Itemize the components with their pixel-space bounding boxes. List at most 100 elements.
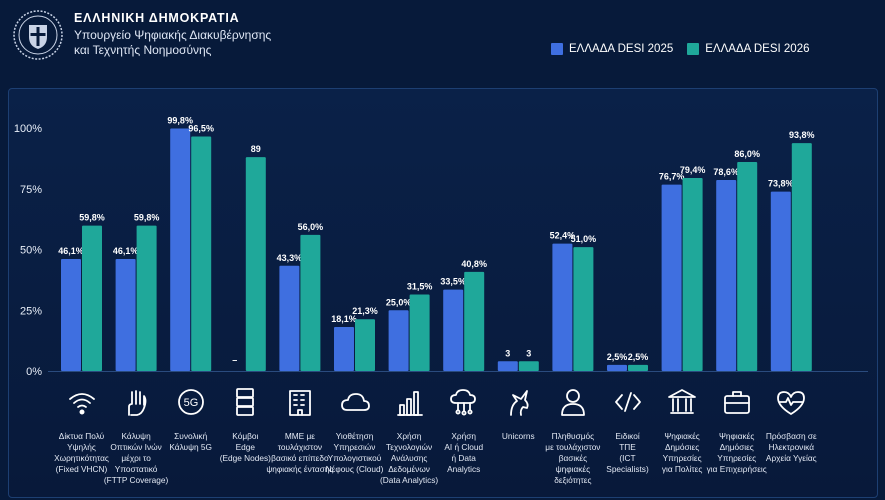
bar-2025 — [388, 310, 409, 371]
bar-2026 — [82, 225, 102, 371]
value-label-2025: – — [232, 355, 237, 365]
category-label: Unicorns — [501, 431, 535, 441]
bar-2025 — [716, 180, 737, 371]
category-label: ΜΜΕ με τουλάχιστον βασικό επίπεδο ψηφιακ… — [266, 431, 334, 474]
value-label-2026: 2,5% — [628, 352, 649, 362]
category-label: Συνολική Κάλυψη 5G — [169, 431, 212, 452]
bar-2025 — [170, 128, 191, 371]
value-label-2026: 3 — [526, 348, 531, 358]
value-label-2025: 33,5% — [440, 277, 466, 287]
category-label: Ειδικοί ΤΠΕ (ICT Specialists) — [606, 431, 649, 474]
value-label-2026: 31,5% — [407, 281, 433, 291]
category-label: Ψηφιακές Δημόσιες Υπηρεσίες για Πολίτες — [661, 431, 703, 474]
y-tick-label: 50% — [20, 245, 42, 257]
value-label-2025: 46,1% — [58, 246, 84, 256]
legend-item-2026: ΕΛΛΑΔΑ DESI 2026 — [687, 43, 810, 55]
category-label: Χρήση Τεχνολογιών Ανάλυσης Δεδομένων (Da… — [380, 431, 439, 485]
wifi-icon — [68, 393, 95, 415]
value-label-2025: 3 — [505, 348, 510, 358]
chart-legend: ΕΛΛΑΔΑ DESI 2025 ΕΛΛΑΔΑ DESI 2026 — [551, 43, 824, 55]
bar-2025 — [61, 258, 81, 371]
bar-2025 — [279, 265, 300, 371]
value-label-2025: 76,7% — [659, 172, 685, 182]
legend-swatch-2026 — [687, 43, 700, 55]
person-icon — [560, 389, 585, 416]
bar-2026 — [737, 162, 758, 371]
value-label-2025: 73,8% — [768, 179, 794, 189]
bar-2026 — [464, 271, 485, 371]
value-label-2025: 99,8% — [167, 115, 193, 125]
category-label: Κάλυψη Οπτικών Ινών μέχρι το Υποστατικό … — [103, 431, 169, 485]
value-label-2026: 59,8% — [134, 213, 160, 223]
svg-text:5G: 5G — [183, 397, 198, 409]
institution-icon — [668, 389, 696, 414]
y-tick-label: 0% — [26, 366, 42, 378]
bar-2026 — [409, 294, 430, 371]
y-tick-label: 25% — [20, 305, 42, 317]
category-label: Πληθυσμός με τουλάχιστον βασικές ψηφιακέ… — [545, 431, 601, 485]
cloud-network-icon — [449, 389, 476, 416]
value-label-2025: 78,6% — [713, 167, 739, 177]
category-label: Πρόσβαση σε Ηλεκτρονικά Αρχεία Υγείας — [765, 431, 817, 463]
value-label-2026: 40,8% — [461, 259, 487, 269]
value-label-2025: 43,3% — [277, 253, 303, 263]
bar-2026 — [682, 178, 703, 371]
ministry-name-line1: Υπουργείο Ψηφιακής Διακυβέρνησης — [74, 28, 272, 42]
bar-2025 — [443, 289, 464, 371]
bar-2025 — [607, 364, 627, 371]
heart-pulse-icon — [777, 391, 806, 415]
bar-2025 — [497, 361, 518, 371]
briefcase-icon — [723, 391, 750, 414]
value-label-2026: 56,0% — [298, 222, 324, 232]
government-title: ΕΛΛΗΝΙΚΗ ΔΗΜΟΚΡΑΤΙΑ — [74, 11, 240, 25]
bar-2026 — [518, 361, 539, 371]
bar-2026 — [136, 225, 157, 371]
ministry-name-line2: και Τεχνητής Νοημοσύνης — [74, 43, 212, 57]
legend-item-2025: ΕΛΛΑΔΑ DESI 2025 — [551, 43, 673, 55]
unicorn-icon — [510, 390, 529, 416]
value-label-2026: 86,0% — [734, 149, 760, 159]
bar-2026 — [245, 157, 266, 371]
bar-chart-icon — [397, 391, 423, 416]
header: ΕΛΛΗΝΙΚΗ ΔΗΜΟΚΡΑΤΙΑ Υπουργείο Ψηφιακής Δ… — [0, 0, 885, 84]
category-label: Ψηφιακές Δημόσιες Υπηρεσίες για Επιχειρή… — [706, 431, 767, 474]
y-tick-label: 75% — [20, 184, 42, 196]
hand-fiber-icon — [128, 390, 147, 416]
category-label: Δίκτυα Πολύ Υψηλής Χωρητικότητας (Fixed … — [54, 431, 109, 474]
value-label-2025: 18,1% — [331, 314, 357, 324]
value-label-2026: 96,5% — [188, 124, 214, 134]
legend-swatch-2025 — [551, 43, 563, 55]
ministry-name: Υπουργείο Ψηφιακής Διακυβέρνησης και Τεχ… — [74, 28, 334, 58]
value-label-2026: 79,4% — [680, 165, 706, 175]
legend-label-2026: ΕΛΛΑΔΑ DESI 2026 — [705, 43, 810, 55]
code-icon — [614, 392, 641, 412]
value-label-2025: 2,5% — [607, 352, 628, 362]
value-label-2025: 52,4% — [550, 231, 576, 241]
category-label: Κόμβοι Edge (Edge Nodes) — [219, 431, 271, 463]
value-label-2025: 25,0% — [386, 297, 412, 307]
legend-label-2025: ΕΛΛΑΔΑ DESI 2025 — [569, 43, 674, 55]
value-label-2026: 89 — [251, 144, 261, 154]
bar-2025 — [334, 327, 354, 371]
server-icon — [236, 388, 255, 416]
bar-2026 — [191, 136, 212, 371]
bar-2026 — [791, 143, 812, 371]
y-tick-label: 100% — [14, 123, 42, 135]
bar-2026 — [300, 234, 321, 371]
bar-2025 — [115, 258, 136, 371]
greek-emblem-icon — [13, 10, 63, 60]
building-icon — [288, 390, 311, 416]
bar-2025 — [770, 191, 791, 371]
bar-2026 — [628, 364, 648, 371]
value-label-2026: 59,8% — [79, 213, 105, 223]
bar-2025 — [552, 243, 573, 371]
value-label-2026: 93,8% — [789, 130, 815, 140]
value-label-2026: 21,3% — [352, 306, 378, 316]
value-label-2025: 46,1% — [113, 246, 139, 256]
bar-2025 — [661, 184, 682, 371]
bar-2026 — [573, 247, 594, 371]
category-label: Υιοθέτηση Υπηρεσιών Υπολογιστικού Νέφους… — [325, 431, 384, 474]
bar-2026 — [355, 319, 375, 371]
cloud-icon — [340, 393, 370, 411]
